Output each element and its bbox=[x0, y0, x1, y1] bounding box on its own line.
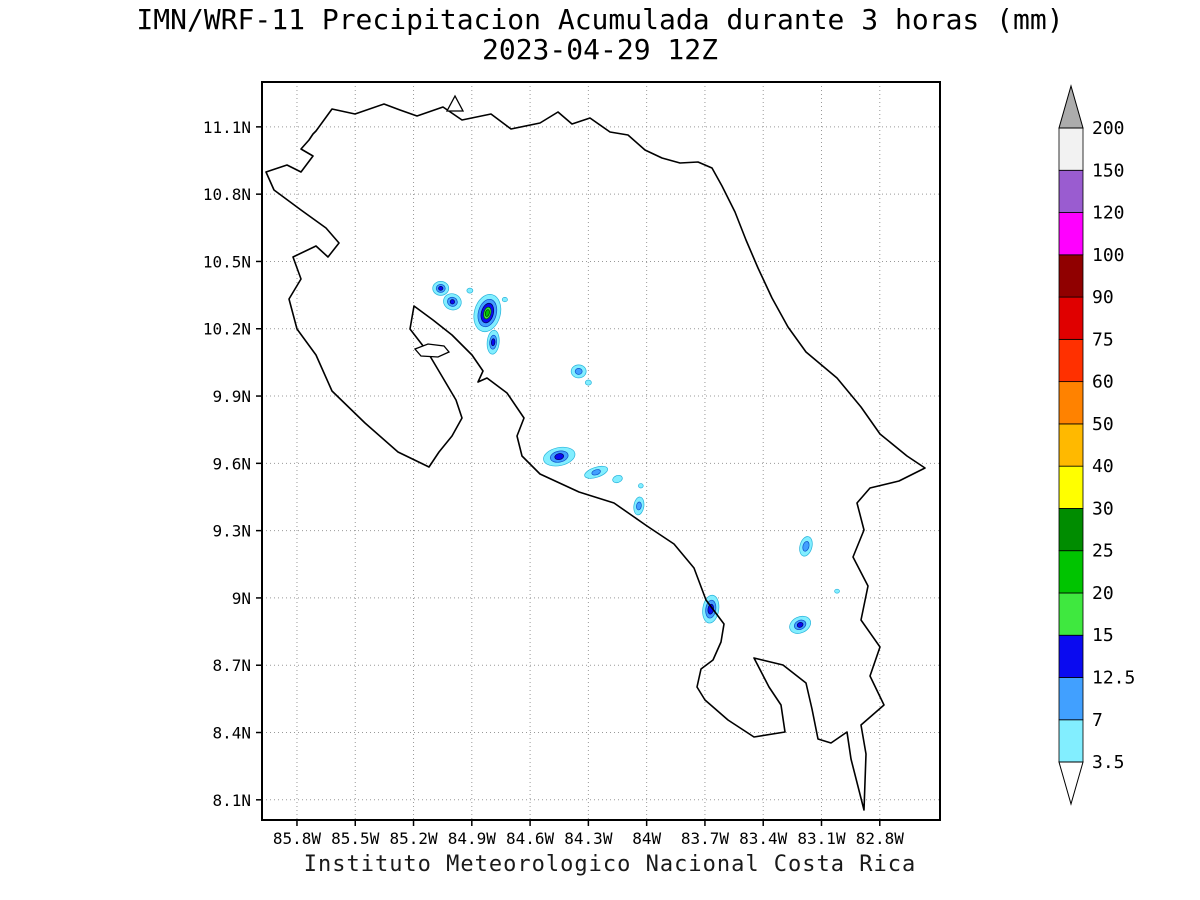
chart-valid-time: 2023-04-29 12Z bbox=[481, 33, 718, 66]
colorbar-segment-7mm bbox=[1058, 677, 1084, 721]
lon-tick-label: 85.8W bbox=[273, 829, 322, 848]
precip-cell-7mm bbox=[591, 469, 601, 476]
precip-cell-3.5mm bbox=[638, 483, 644, 489]
precip-cell-7mm bbox=[802, 541, 810, 552]
colorbar-segment-50mm bbox=[1058, 381, 1084, 425]
lon-tick-label: 84.9W bbox=[448, 829, 497, 848]
colorbar-over-arrow bbox=[1058, 84, 1084, 129]
colorbar-label: 50 bbox=[1092, 414, 1114, 435]
colorbar-label: 25 bbox=[1092, 541, 1114, 562]
lon-tick-label: 83.4W bbox=[739, 829, 788, 848]
lat-tick-label: 10.5N bbox=[203, 252, 251, 271]
lon-tick-label: 82.8W bbox=[856, 829, 905, 848]
precip-cell-12.5mm bbox=[449, 299, 455, 305]
colorbar-label: 120 bbox=[1092, 203, 1125, 224]
colorbar-segment-12.5mm bbox=[1058, 634, 1084, 678]
lat-tick-label: 9.3N bbox=[212, 522, 251, 541]
colorbar-label: 30 bbox=[1092, 498, 1114, 519]
colorbar-label: 7 bbox=[1092, 710, 1103, 731]
colorbar-segment-60mm bbox=[1058, 338, 1084, 383]
colorbar-segment-120mm bbox=[1058, 169, 1084, 213]
colorbar-label: 100 bbox=[1092, 245, 1125, 266]
chira-island-outline bbox=[413, 343, 451, 358]
colorbar-segment-90mm bbox=[1058, 254, 1084, 298]
colorbar-segment-20mm bbox=[1058, 550, 1084, 594]
lon-tick-label: 84W bbox=[632, 829, 661, 848]
colorbar-label: 75 bbox=[1092, 329, 1114, 350]
lat-tick-label: 10.2N bbox=[203, 320, 251, 339]
colorbar-label: 15 bbox=[1092, 625, 1114, 646]
colorbar-label: 60 bbox=[1092, 372, 1114, 393]
precip-cell-12.5mm bbox=[438, 286, 444, 291]
lon-tick-label: 83.7W bbox=[681, 829, 730, 848]
colorbar-segment-40mm bbox=[1058, 423, 1084, 467]
lon-tick-label: 85.2W bbox=[389, 829, 438, 848]
footer-institution-text: Instituto Meteorologico Nacional Costa R… bbox=[303, 852, 917, 877]
colorbar-label: 90 bbox=[1092, 287, 1114, 308]
colorbar-segment-75mm bbox=[1058, 296, 1084, 340]
colorbar-label: 150 bbox=[1092, 160, 1125, 181]
colorbar-segment-100mm bbox=[1058, 212, 1084, 256]
precip-cell-3.5mm bbox=[466, 287, 474, 294]
lat-tick-label: 9.6N bbox=[212, 454, 251, 473]
precip-cell-3.5mm bbox=[834, 588, 840, 594]
colorbar-label: 12.5 bbox=[1092, 668, 1135, 689]
precip-cell-7mm bbox=[636, 501, 642, 511]
lon-tick-label: 85.5W bbox=[331, 829, 380, 848]
chart-title: IMN/WRF-11 Precipitacion Acumulada duran… bbox=[136, 3, 1064, 36]
lat-tick-label: 11.1N bbox=[203, 118, 251, 137]
colorbar-label: 40 bbox=[1092, 456, 1114, 477]
colorbar-segment-25mm bbox=[1058, 508, 1084, 552]
colorbar-label: 200 bbox=[1092, 118, 1125, 139]
lon-tick-label: 83.1W bbox=[797, 829, 846, 848]
precip-cell-7mm bbox=[574, 368, 583, 375]
lat-tick-label: 8.7N bbox=[212, 656, 251, 675]
colorbar-segment-30mm bbox=[1058, 465, 1084, 509]
lat-tick-label: 8.1N bbox=[212, 791, 251, 810]
lat-tick-label: 8.4N bbox=[212, 724, 251, 743]
precip-cell-3.5mm bbox=[612, 474, 623, 484]
precip-cell-3.5mm bbox=[501, 297, 508, 303]
precip-cell-3.5mm bbox=[585, 379, 592, 386]
precip-cell-12.5mm bbox=[796, 621, 804, 628]
plot-frame bbox=[261, 81, 941, 821]
colorbar-under-arrow bbox=[1058, 761, 1084, 806]
colorbar-segment-15mm bbox=[1058, 592, 1084, 636]
lat-tick-label: 10.8N bbox=[203, 185, 251, 204]
lat-tick-label: 9N bbox=[232, 589, 251, 608]
north-border-triangle bbox=[445, 94, 465, 112]
costa-rica-coastline bbox=[265, 103, 926, 811]
lon-tick-label: 84.3W bbox=[564, 829, 613, 848]
colorbar-segment-3.5mm bbox=[1058, 719, 1084, 763]
precip-cell-20mm bbox=[484, 309, 490, 317]
lat-tick-label: 9.9N bbox=[212, 387, 251, 406]
lon-tick-label: 84.6W bbox=[506, 829, 555, 848]
colorbar-label: 3.5 bbox=[1092, 752, 1125, 773]
colorbar-segment-150mm bbox=[1058, 127, 1084, 171]
precip-cell-12.5mm bbox=[491, 338, 496, 347]
precip-cell-12.5mm bbox=[554, 453, 565, 461]
colorbar-label: 20 bbox=[1092, 583, 1114, 604]
